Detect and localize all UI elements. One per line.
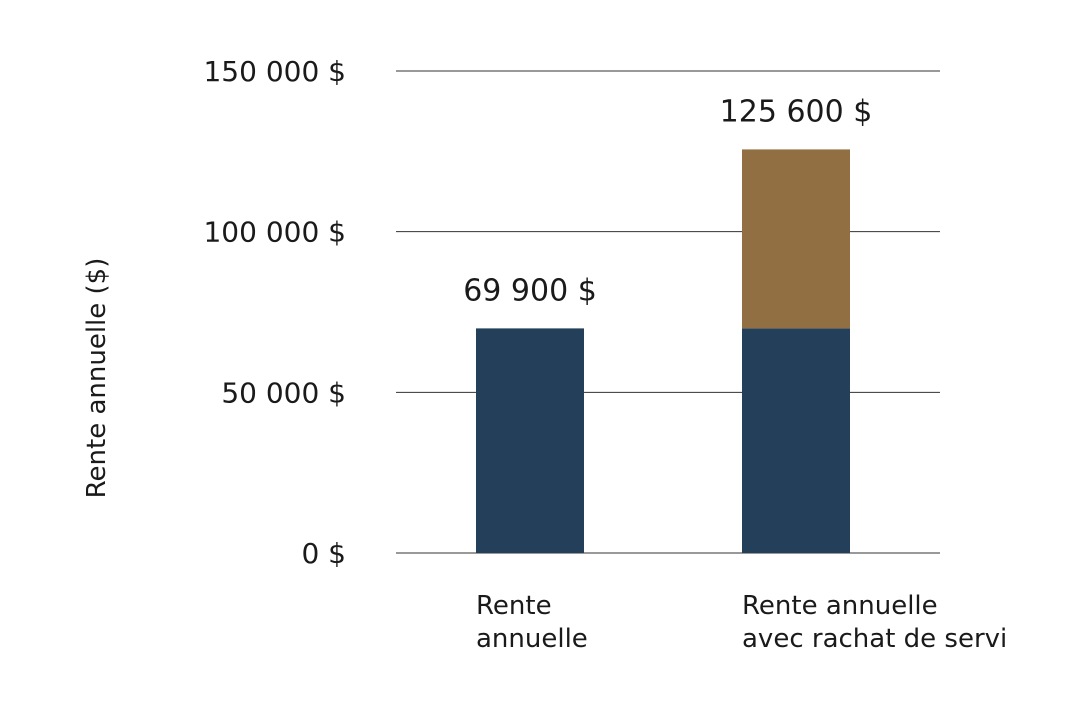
bar-segment	[742, 149, 850, 329]
bars	[476, 149, 850, 553]
data-label: 125 600 $	[720, 94, 873, 129]
labels: 0 $ 50 000 $ 100 000 $ 150 000 $ 69 900 $ Ren…	[203, 55, 1007, 654]
data-label: 69 900 $	[463, 273, 597, 308]
bar-segment	[742, 328, 850, 553]
y-axis-title: Rente annuelle ($)	[82, 258, 112, 499]
category-label: avec rachat de servi	[742, 624, 1007, 654]
y-tick-label: 0 $	[301, 537, 346, 570]
y-tick-label: 50 000 $	[221, 376, 346, 409]
category-label: annuelle	[476, 624, 588, 654]
y-tick-label: 150 000 $	[203, 55, 346, 88]
bar-segment	[476, 328, 584, 553]
category-label: Rente	[476, 591, 552, 621]
category-label: Rente annuelle	[742, 591, 938, 621]
y-tick-label: 100 000 $	[203, 216, 346, 249]
